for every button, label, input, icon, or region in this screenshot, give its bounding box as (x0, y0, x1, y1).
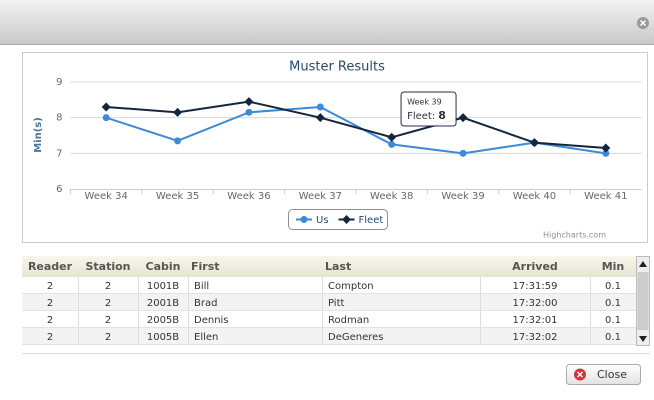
chart-title: Muster Results (289, 60, 385, 75)
tooltip (400, 91, 457, 127)
point (173, 107, 183, 117)
table-cell: 2005B (147, 315, 179, 326)
table-cell: 2 (47, 281, 53, 292)
tooltip-title: Week 39 (407, 98, 442, 107)
x-tick-label: Week 37 (299, 191, 342, 202)
point (244, 97, 254, 107)
table-cell: Rodman (328, 315, 369, 326)
table-cell: 1001B (147, 281, 179, 292)
table-cell: 2001B (147, 298, 179, 309)
table-cell: 17:32:01 (513, 315, 558, 326)
point (458, 113, 468, 123)
table-cell: Pitt (328, 298, 345, 309)
x-tick-label: Week 40 (513, 191, 556, 202)
close-icon[interactable] (637, 17, 649, 29)
table-cell: Compton (328, 281, 374, 292)
legend-marker (300, 216, 308, 223)
table-cell: 0.1 (605, 315, 621, 326)
table-cell: 2 (105, 281, 111, 292)
point (602, 149, 610, 157)
point (102, 114, 110, 122)
point (316, 103, 324, 111)
table-cell: Brad (194, 298, 217, 309)
table-header (22, 256, 636, 277)
point (388, 140, 396, 148)
series-line (105, 105, 606, 155)
point (529, 138, 539, 148)
column-header: Station (85, 260, 130, 273)
tooltip-value: 8 (438, 109, 446, 122)
table-cell: 0.1 (605, 332, 621, 343)
table-cell: 17:32:02 (513, 332, 558, 343)
scrollbar-thumb (637, 272, 649, 330)
title-bar (0, 0, 654, 44)
table-cell: 2 (105, 298, 111, 309)
series-line (106, 100, 606, 149)
table-cell: 17:31:59 (513, 281, 558, 292)
y-tick-label: 6 (56, 184, 62, 195)
table-cell: 17:32:00 (513, 298, 558, 309)
table-cell: 2 (47, 332, 53, 343)
column-header: Min (602, 260, 625, 273)
table-cell: Ellen (194, 332, 218, 343)
column-header: Cabin (146, 260, 181, 273)
point (174, 137, 182, 145)
point (387, 132, 397, 142)
table-cell: DeGeneres (328, 332, 384, 343)
point (101, 102, 111, 112)
x-tick-label: Week 39 (441, 191, 484, 202)
point (245, 108, 253, 116)
y-tick-label: 9 (56, 77, 62, 88)
close-button-label[interactable]: Close (597, 368, 627, 381)
y-axis-label: Min(s) (33, 117, 44, 153)
legend-label: Us (316, 215, 329, 226)
table-cell: 2 (105, 332, 111, 343)
table-cell: 2 (47, 315, 53, 326)
table-cell: 2 (47, 298, 53, 309)
table-cell: 0.1 (605, 281, 621, 292)
table-cell: 2 (105, 315, 111, 326)
close-button[interactable]: Close (566, 364, 641, 385)
legend-label: Fleet (359, 215, 384, 226)
x-tick-label: Week 36 (227, 191, 270, 202)
column-header: Arrived (512, 260, 558, 273)
table-cell: 0.1 (605, 298, 621, 309)
table-row (22, 311, 636, 328)
credit: Highcharts.com (543, 231, 606, 240)
x-tick-label: Week 41 (584, 191, 627, 202)
column-header: Last (325, 260, 351, 273)
point (601, 143, 611, 153)
column-header: Reader (28, 260, 73, 273)
legend-box (288, 209, 388, 230)
x-tick-label: Week 38 (370, 191, 413, 202)
table-row (22, 328, 636, 345)
y-tick-label: 8 (56, 113, 62, 124)
legend-marker (342, 215, 352, 224)
x-tick-label: Week 34 (85, 191, 128, 202)
point (315, 113, 325, 123)
scroll-down (639, 336, 647, 342)
table-row (22, 277, 636, 294)
tooltip-label: Fleet: (407, 111, 435, 122)
table-cell: Bill (194, 281, 209, 292)
scroll-up (639, 261, 647, 267)
table-cell: Dennis (194, 315, 229, 326)
x-tick-label: Week 35 (156, 191, 199, 202)
point (459, 149, 467, 157)
table-row (22, 294, 636, 311)
y-tick-label: 7 (56, 148, 62, 159)
column-header: First (191, 260, 220, 273)
table-cell: 1005B (147, 332, 179, 343)
